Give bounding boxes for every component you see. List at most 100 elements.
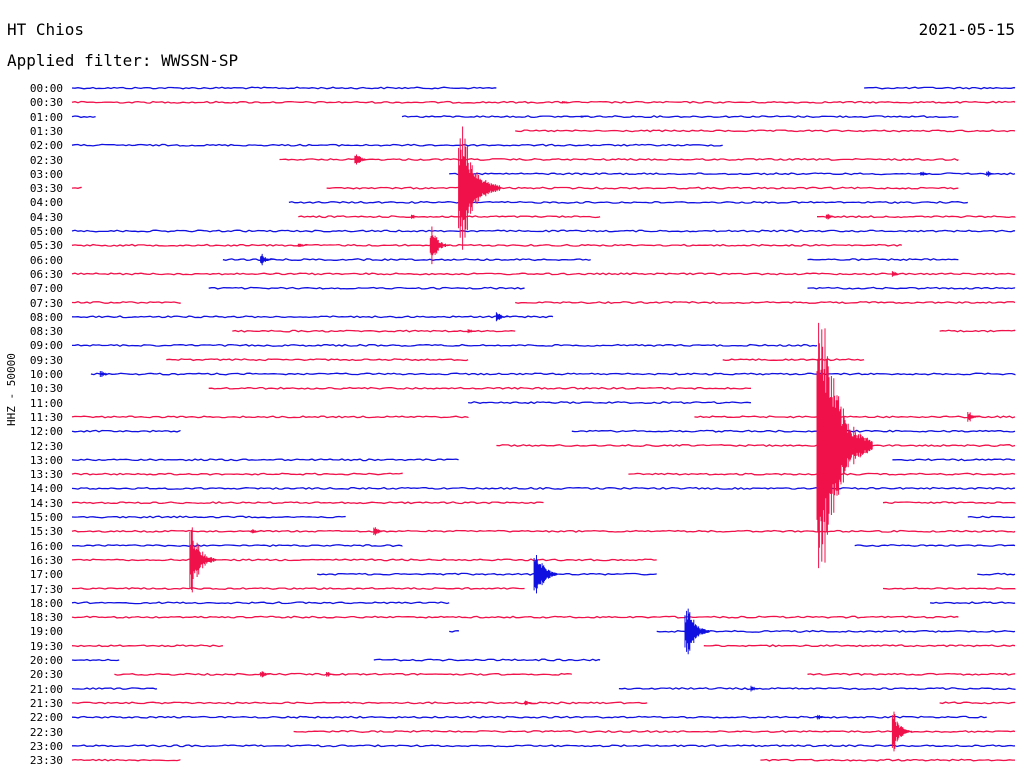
trace-segment xyxy=(72,701,648,705)
seismic-event xyxy=(429,226,450,265)
trace-segment xyxy=(288,200,969,204)
seismic-event xyxy=(684,608,710,655)
time-tick-label: 08:00 xyxy=(29,310,63,324)
filter-label: Applied filter: WWSSN-SP xyxy=(7,51,239,70)
seismic-event xyxy=(250,529,263,534)
trace-segment xyxy=(71,687,158,690)
seismic-event xyxy=(816,714,829,720)
trace-segment xyxy=(817,215,1016,219)
trace-segment xyxy=(326,186,959,190)
trace-segment xyxy=(71,715,987,719)
time-tick-label: 16:00 xyxy=(29,539,63,553)
trace-segment xyxy=(854,544,1016,547)
time-tick-label: 07:30 xyxy=(29,296,63,310)
seismic-event xyxy=(411,214,423,219)
seismic-event xyxy=(524,700,537,706)
seismic-event xyxy=(533,555,558,594)
trace-segment xyxy=(515,301,1016,304)
trace-segment xyxy=(571,429,1016,433)
trace-segment xyxy=(656,629,1016,633)
seismic-event xyxy=(816,322,873,569)
seismic-event xyxy=(99,371,112,377)
time-tick-label: 00:30 xyxy=(29,96,63,110)
time-tick-label: 14:00 xyxy=(29,482,63,496)
time-tick-label: 05:30 xyxy=(29,239,63,253)
trace-segment xyxy=(71,644,223,648)
trace-segment xyxy=(71,315,554,319)
time-tick-label: 13:00 xyxy=(29,453,63,467)
trace-segment xyxy=(71,429,181,433)
time-tick-label: 10:30 xyxy=(29,382,63,396)
trace-segment xyxy=(882,501,1016,505)
seismic-event xyxy=(891,711,913,752)
time-tick-label: 00:00 xyxy=(29,82,63,95)
time-tick-label: 17:30 xyxy=(29,582,63,596)
trace-segment xyxy=(807,286,1016,290)
trace-segment xyxy=(71,601,450,605)
seismic-event xyxy=(986,170,999,177)
trace-segment xyxy=(722,358,865,362)
trace-segment xyxy=(939,701,1016,705)
trace-segment xyxy=(977,572,1016,576)
time-tick-label: 01:30 xyxy=(29,124,63,138)
trace-segment xyxy=(71,472,403,476)
trace-segment xyxy=(71,115,96,119)
trace-segment xyxy=(71,615,959,619)
time-tick-label: 13:30 xyxy=(29,468,63,482)
trace-segment xyxy=(401,115,959,119)
trace-segment xyxy=(71,529,1016,533)
time-tick-label: 11:00 xyxy=(29,396,63,410)
trace-segment xyxy=(71,243,903,247)
date-label: 2021-05-15 xyxy=(918,20,1015,39)
trace-segment xyxy=(72,587,525,590)
trace-segment xyxy=(317,572,657,576)
trace-segment xyxy=(208,386,752,390)
seismic-event xyxy=(920,171,933,176)
trace-segment xyxy=(71,544,403,548)
trace-segment xyxy=(930,601,1016,605)
seismic-event xyxy=(260,253,274,266)
time-tick-label: 20:00 xyxy=(29,654,63,667)
trace-segment xyxy=(618,687,1016,691)
time-tick-label: 03:30 xyxy=(29,182,63,196)
seismic-event xyxy=(891,271,905,277)
trace-segment xyxy=(166,358,469,362)
seismic-event xyxy=(354,154,369,165)
seismic-event xyxy=(458,126,501,250)
time-tick-label: 20:30 xyxy=(29,668,63,682)
time-tick-label: 08:30 xyxy=(29,325,63,339)
seismic-event xyxy=(750,685,763,692)
trace-segment xyxy=(71,301,181,305)
trace-segment xyxy=(114,672,572,676)
seismic-event xyxy=(260,671,273,678)
time-tick-label: 06:30 xyxy=(29,267,63,281)
trace-segment xyxy=(71,758,181,762)
trace-segment xyxy=(222,258,591,262)
trace-segment xyxy=(90,372,1016,376)
time-tick-label: 15:00 xyxy=(29,511,63,524)
trace-segment xyxy=(449,630,460,633)
trace-segment xyxy=(71,86,497,90)
time-tick-label: 18:30 xyxy=(29,611,63,625)
time-tick-label: 03:00 xyxy=(29,167,63,181)
trace-segment xyxy=(515,129,1016,133)
time-tick-label: 12:00 xyxy=(29,425,63,439)
seismic-event xyxy=(297,243,310,247)
time-tick-label: 22:00 xyxy=(29,711,63,725)
time-tick-label: 18:00 xyxy=(29,596,63,610)
time-tick-label: 01:00 xyxy=(29,110,63,124)
seismic-event xyxy=(467,329,479,334)
trace-segment xyxy=(892,458,1016,462)
seismic-event xyxy=(580,115,593,118)
time-tick-label: 15:30 xyxy=(29,525,63,539)
time-tick-label: 02:30 xyxy=(29,153,63,167)
trace-segment xyxy=(298,215,601,219)
seismic-event xyxy=(495,312,509,322)
trace-segment xyxy=(939,329,1016,333)
trace-segment xyxy=(71,501,544,505)
time-tick-label: 07:00 xyxy=(29,282,63,296)
time-tick-label: 23:00 xyxy=(29,739,63,753)
seismic-event xyxy=(373,527,387,536)
time-tick-label: 10:00 xyxy=(29,368,63,381)
